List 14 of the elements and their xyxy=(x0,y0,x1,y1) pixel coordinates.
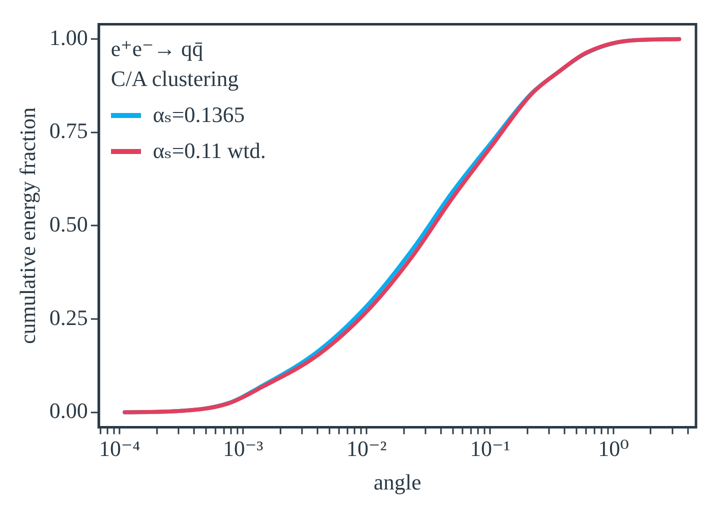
y-tick-label: 0.25 xyxy=(49,304,88,330)
legend-label: αₛ=0.11 wtd. xyxy=(152,137,266,166)
y-tick-label: 0.00 xyxy=(49,398,88,424)
x-axis-title: angle xyxy=(374,470,422,495)
x-tick-label: 10⁻⁴ xyxy=(98,436,141,462)
y-tick-label: 1.00 xyxy=(49,24,88,50)
x-tick-label: 10⁻³ xyxy=(222,436,264,462)
x-tick-label: 10⁻¹ xyxy=(470,436,510,462)
y-axis-title: cumulative energy fraction xyxy=(14,107,40,344)
legend-label: αₛ=0.1365 xyxy=(152,101,245,130)
x-tick-label: 10⁻² xyxy=(346,436,388,462)
y-tick-label: 0.75 xyxy=(49,118,88,144)
y-tick-label: 0.50 xyxy=(49,211,88,236)
x-tick-label: 10⁰ xyxy=(598,436,630,462)
